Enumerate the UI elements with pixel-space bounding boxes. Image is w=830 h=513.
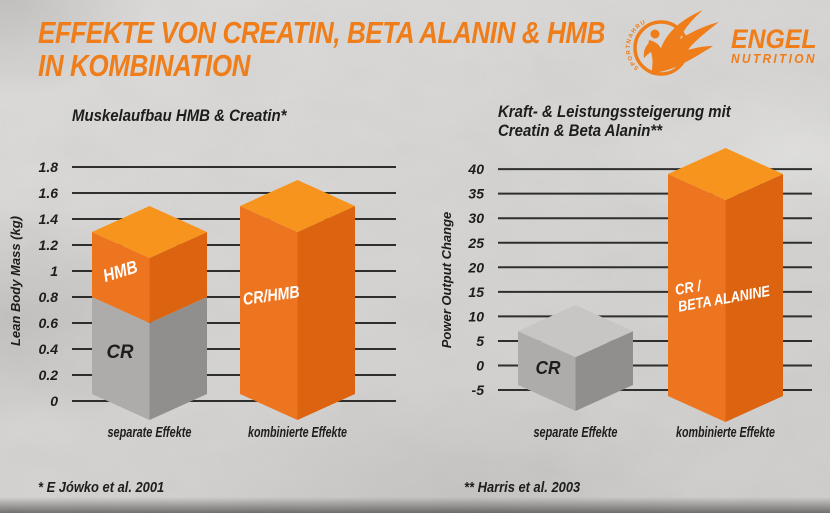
- angel-wing-icon: SPORTNAHRUNG: [625, 6, 719, 76]
- y-tick-label: 0.4: [39, 341, 59, 357]
- brand-subtitle: NUTRITION: [730, 51, 817, 66]
- category-label: kombinierte Effekte: [248, 425, 347, 441]
- category-label: separate Effekte: [534, 425, 618, 441]
- category-label: kombinierte Effekte: [676, 425, 775, 441]
- y-tick-label: 0.6: [39, 315, 59, 331]
- y-tick-label: 10: [468, 308, 484, 324]
- page-title-line1: EFFEKTE VON CREATIN, BETA ALANIN & HMB: [38, 15, 606, 50]
- y-tick-label: 0.8: [39, 289, 59, 305]
- y-tick-label: 5: [476, 333, 484, 349]
- y-tick-label: 40: [467, 161, 484, 177]
- brand-name: ENGEL: [730, 24, 817, 54]
- bar-face-right: [297, 206, 355, 420]
- brand-wordmark: ENGEL NUTRITION: [731, 26, 817, 66]
- brand-logo: SPORTNAHRUNG ENGEL NUTRITION: [625, 6, 824, 92]
- y-tick-label: 30: [468, 210, 484, 226]
- y-tick-label: 0.2: [39, 367, 59, 383]
- bar-label: CR: [107, 342, 134, 363]
- bar-face-left: [668, 174, 726, 422]
- page-title: EFFEKTE VON CREATIN, BETA ALANIN & HMB I…: [38, 16, 605, 82]
- y-tick-label: -5: [472, 382, 485, 398]
- bar-face-top: [518, 305, 633, 358]
- chart-power: 40 35 30 25 20 15 10 5 0 -5 Power Output Change CR s…: [439, 148, 812, 441]
- y-axis-label: Lean Body Mass (kg): [8, 216, 23, 346]
- y-tick-label: 1.4: [39, 211, 59, 227]
- bar-face-right: [725, 174, 783, 422]
- bar-face-right: [575, 331, 633, 411]
- bar-label: CR: [536, 358, 561, 378]
- bar-face-top: [668, 148, 783, 201]
- bar-face-left: [240, 206, 298, 420]
- y-tick-label: 1: [50, 263, 58, 279]
- bar-face-top: [240, 180, 355, 232]
- y-tick-label: 25: [467, 235, 484, 251]
- y-tick-label: 1.6: [39, 185, 59, 201]
- bar-face-right: [149, 297, 207, 420]
- y-tick-label: 15: [468, 284, 484, 300]
- bar-face-left: [518, 331, 576, 411]
- page-title-line2: IN KOMBINATION: [38, 48, 251, 83]
- chart-title-power-line1: Kraft- & Leistungssteigerung mit: [498, 102, 731, 121]
- y-axis-label: Power Output Change: [439, 212, 454, 349]
- footnote-source-2: ** Harris et al. 2003: [464, 479, 581, 496]
- category-label: separate Effekte: [108, 425, 192, 441]
- chart-title-power: Kraft- & Leistungssteigerung mit Creatin…: [498, 102, 731, 140]
- y-tick-label: 1.2: [39, 237, 59, 253]
- y-tick-label: 20: [467, 259, 484, 275]
- chart-muscle: 1.8 1.6 1.4 1.2 1 0.8 0.6 0.4 0.2 0 Lean Body Mass…: [8, 159, 396, 441]
- bar-face-right: [149, 232, 207, 323]
- y-tick-label: 1.8: [39, 159, 59, 175]
- bar-face-left: [92, 232, 150, 323]
- y-tick-label: 35: [468, 186, 484, 202]
- bar-face-left: [92, 297, 150, 420]
- chart-title-power-line2: Creatin & Beta Alanin**: [498, 121, 663, 140]
- chart-title-muscle-line1: Muskelaufbau HMB & Creatin*: [72, 106, 287, 125]
- y-tick-label: 0: [50, 393, 58, 409]
- bar-label-line: CR /: [674, 277, 704, 299]
- bar-face-top: [92, 206, 207, 258]
- y-tick-label: 0: [476, 358, 484, 374]
- footnote-source-1: * E Jówko et al. 2001: [38, 479, 165, 496]
- chart-title-muscle: Muskelaufbau HMB & Creatin*: [72, 106, 286, 125]
